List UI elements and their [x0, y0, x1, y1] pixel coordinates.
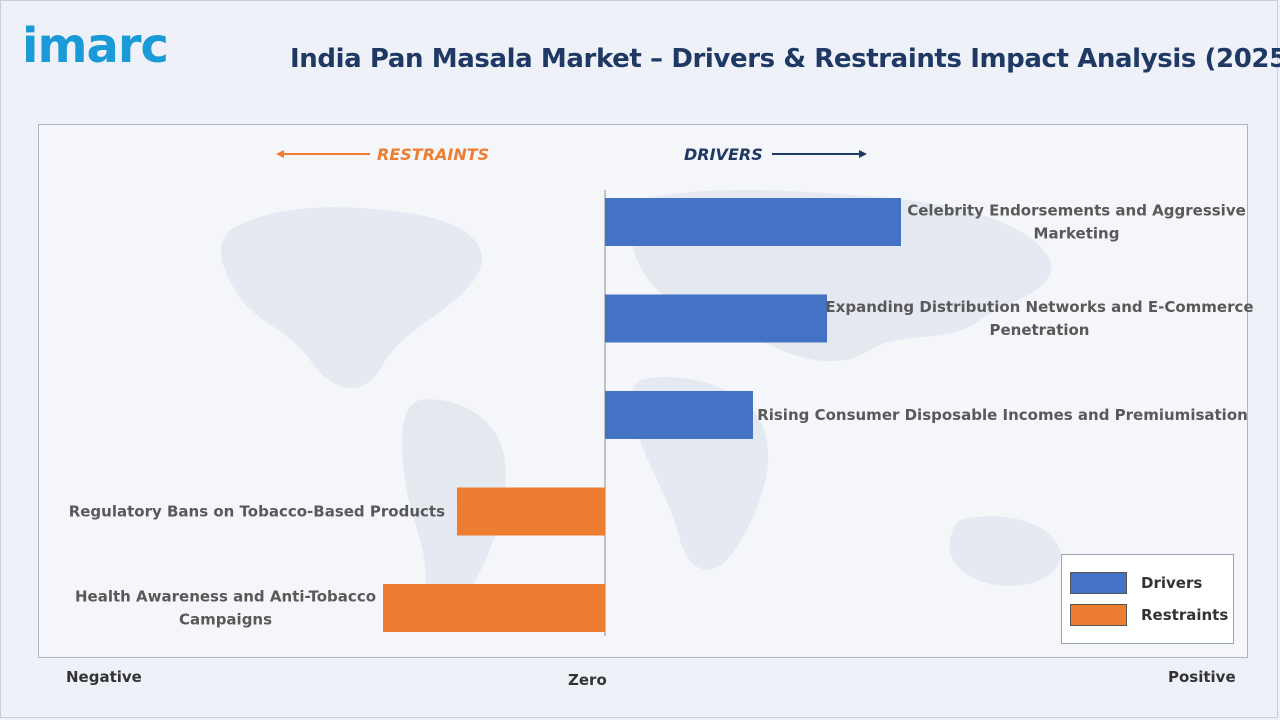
- legend-label-restraints: Restraints: [1141, 606, 1229, 624]
- bar-label-2: Rising Consumer Disposable Incomes and P…: [757, 406, 1248, 424]
- bar-label-line: Celebrity Endorsements and Aggressive: [907, 202, 1246, 220]
- bar-label-line: Expanding Distribution Networks and E-Co…: [825, 298, 1253, 316]
- legend-item-restraints: Restraints: [1070, 603, 1228, 627]
- bars-layer: [383, 198, 901, 632]
- negative-axis-label: Negative: [66, 668, 142, 686]
- zero-axis-label: Zero: [568, 671, 607, 689]
- legend-swatch-restraints: [1070, 604, 1127, 626]
- bar-label-1: Expanding Distribution Networks and E-Co…: [825, 298, 1253, 339]
- bar-label-0: Celebrity Endorsements and Aggressive Mar…: [907, 202, 1246, 243]
- bar-drivers-2: [605, 391, 753, 439]
- bar-label-line: Penetration: [989, 321, 1089, 339]
- bar-restraints-4: [383, 584, 605, 632]
- restraints-arrow-head-icon: [276, 150, 284, 158]
- bar-label-line: Regulatory Bans on Tobacco-Based Product…: [69, 503, 445, 521]
- legend-swatch-drivers: [1070, 572, 1127, 594]
- legend-item-drivers: Drivers: [1070, 571, 1202, 595]
- bar-label-line: Health Awareness and Anti-Tobacco: [75, 588, 376, 606]
- bar-label-3: Regulatory Bans on Tobacco-Based Product…: [69, 503, 445, 521]
- bar-label-4: Health Awareness and Anti-Tobacco Campaig…: [75, 588, 376, 629]
- bar-labels-layer: Celebrity Endorsements and Aggressive Mar…: [69, 202, 1254, 629]
- drivers-arrow-head-icon: [859, 150, 867, 158]
- bar-label-line: Rising Consumer Disposable Incomes and P…: [757, 406, 1248, 424]
- bar-drivers-1: [605, 294, 827, 343]
- bar-label-line: Campaigns: [179, 611, 272, 629]
- bar-restraints-3: [457, 487, 605, 536]
- drivers-direction-label: DRIVERS: [684, 145, 763, 164]
- page-title: India Pan Masala Market – Drivers & Rest…: [290, 44, 1280, 74]
- imarc-logo: imarc: [22, 18, 169, 74]
- bar-label-line: Marketing: [1034, 225, 1120, 243]
- restraints-direction-label: RESTRAINTS: [377, 145, 489, 164]
- chart-legend: Drivers Restraints: [1061, 554, 1234, 644]
- legend-label-drivers: Drivers: [1141, 574, 1203, 592]
- positive-axis-label: Positive: [1168, 668, 1236, 686]
- bar-drivers-0: [605, 198, 901, 246]
